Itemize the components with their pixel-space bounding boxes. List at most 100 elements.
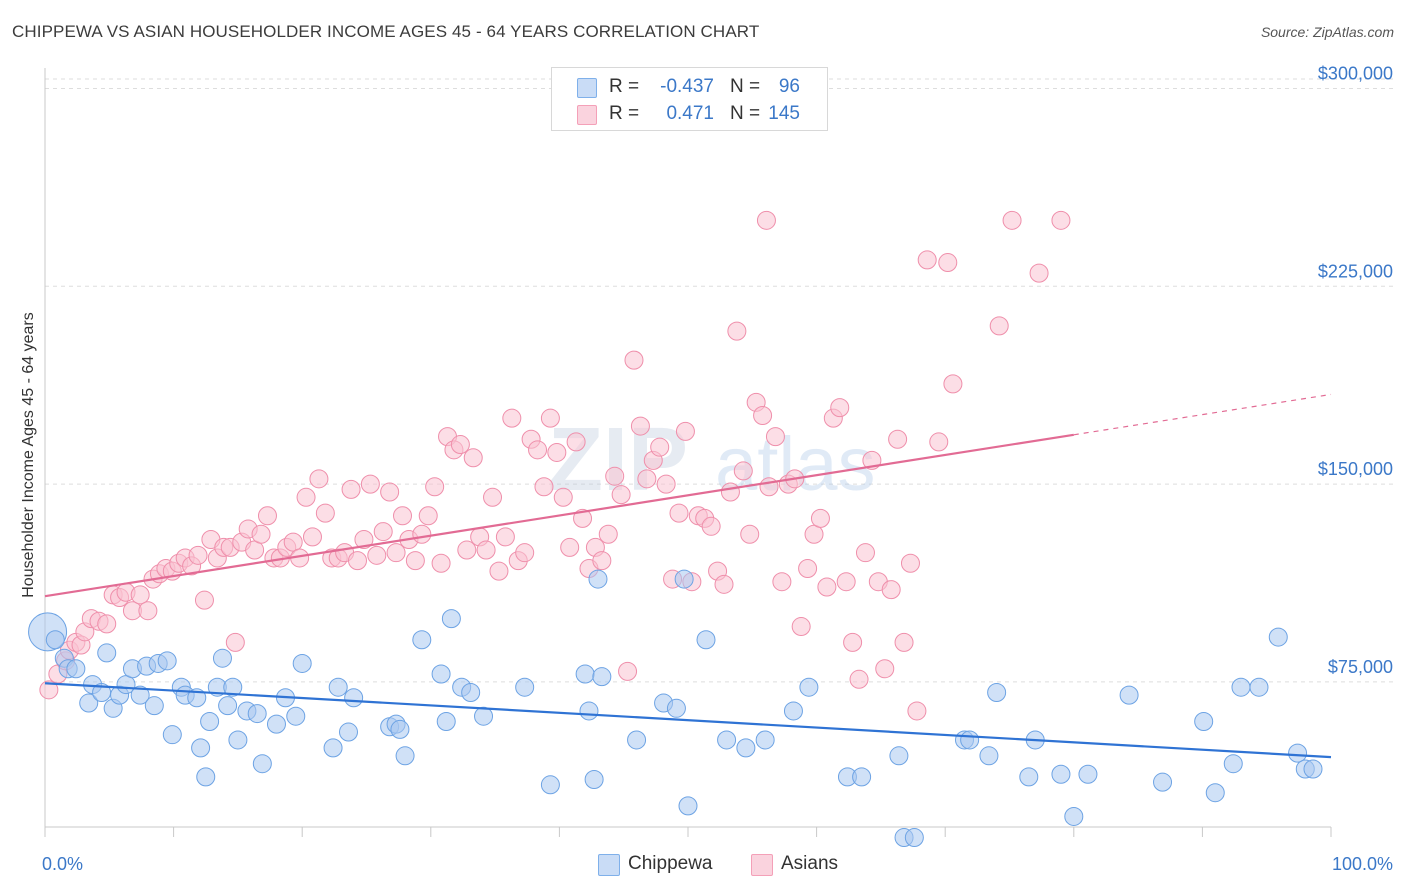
source-label: Source: ZipAtlas.com: [1260, 24, 1394, 40]
axes: [44, 68, 1332, 837]
chippewa-point: [1288, 743, 1308, 763]
chippewa-point: [286, 706, 306, 726]
asians-point: [810, 508, 830, 528]
chippewa-point: [328, 677, 348, 697]
chippewa-point: [191, 738, 211, 758]
asians-point: [592, 551, 612, 571]
asians-point: [989, 316, 1009, 336]
chippewa-point: [474, 706, 494, 726]
chippewa-point: [579, 701, 599, 721]
asians-trend-extension: [1073, 393, 1332, 436]
chippewa-point: [200, 711, 220, 731]
chippewa-point: [66, 659, 86, 679]
asians-point: [547, 442, 567, 462]
asians-point: [245, 540, 265, 560]
y-tick-label: $300,000: [1318, 63, 1393, 83]
asians-point: [650, 437, 670, 457]
asians-point: [772, 572, 792, 592]
asians-point: [611, 485, 631, 505]
chippewa-point: [674, 569, 694, 589]
chippewa-point: [783, 701, 803, 721]
chippewa-point: [431, 664, 451, 684]
chippewa-point: [627, 730, 647, 750]
asians-point: [573, 508, 593, 528]
y-tick-label: $75,000: [1328, 657, 1393, 677]
chippewa-point: [584, 770, 604, 790]
asians-point: [540, 408, 560, 428]
asians-point: [917, 250, 937, 270]
asians-point: [386, 543, 406, 563]
chippewa-point: [1078, 764, 1098, 784]
legend-label: Chippewa: [628, 853, 713, 874]
chippewa-trend-line: [44, 682, 1332, 759]
watermark: ZIP atlas: [548, 410, 876, 510]
asians-point: [656, 474, 676, 494]
asians-point: [1051, 210, 1071, 230]
asians-point: [405, 551, 425, 571]
chart-title: CHIPPEWA VS ASIAN HOUSEHOLDER INCOME AGE…: [12, 22, 760, 41]
asians-point: [637, 469, 657, 489]
chippewa-point: [338, 722, 358, 742]
asians-point: [188, 545, 208, 565]
chippewa-point: [678, 796, 698, 816]
asians-point: [528, 440, 548, 460]
chippewa-point: [1051, 764, 1071, 784]
chippewa-point: [130, 685, 150, 705]
chippewa-point: [904, 828, 924, 848]
asians-points: [39, 210, 1071, 721]
chippewa-point: [889, 746, 909, 766]
y-axis-label: Householder Income Ages 45 - 64 years: [20, 312, 37, 598]
chippewa-point: [436, 711, 456, 731]
asians-point: [888, 429, 908, 449]
chippewa-point: [1119, 685, 1139, 705]
asians-point: [39, 680, 59, 700]
chippewa-swatch: [577, 78, 597, 98]
asians-point: [1002, 210, 1022, 230]
chippewa-point: [395, 746, 415, 766]
r-label: R =: [609, 103, 640, 124]
asians-point: [393, 506, 413, 526]
chippewa-point: [45, 630, 65, 650]
asians-point: [836, 572, 856, 592]
chippewa-point: [461, 682, 481, 702]
asians-point: [341, 479, 361, 499]
chippewa-point: [157, 651, 177, 671]
stats-box: R = -0.437 N = 96 R = 0.471 N = 145: [551, 67, 828, 131]
asians-point: [765, 427, 785, 447]
asians-point: [412, 524, 432, 544]
asians-point: [907, 701, 927, 721]
asians-point: [425, 477, 445, 497]
chippewa-point: [852, 767, 872, 787]
stats-row-asians: R = 0.471 N = 145: [552, 101, 827, 127]
asians-point: [727, 321, 747, 341]
chippewa-point: [575, 664, 595, 684]
asians-point: [309, 469, 329, 489]
asians-point: [894, 632, 914, 652]
chippewa-point: [344, 688, 364, 708]
chippewa-point: [717, 730, 737, 750]
chippewa-points: [28, 569, 1323, 848]
chippewa-point: [247, 704, 267, 724]
chippewa-point: [755, 730, 775, 750]
asians-point: [257, 506, 277, 526]
chippewa-point: [252, 754, 272, 774]
asians-point: [225, 632, 245, 652]
chippewa-point: [79, 693, 99, 713]
asians-point: [720, 482, 740, 502]
asians-point: [843, 632, 863, 652]
asians-point: [618, 661, 638, 681]
chippewa-point: [515, 677, 535, 697]
n-label: N =: [730, 103, 761, 124]
chippewa-point: [223, 677, 243, 697]
chippewa-point: [292, 653, 312, 673]
asians-point: [929, 432, 949, 452]
asians-point: [283, 532, 303, 552]
chippewa-point: [1194, 711, 1214, 731]
asians-point: [753, 406, 773, 426]
chippewa-point: [390, 719, 410, 739]
chippewa-point: [979, 746, 999, 766]
asians-point: [714, 574, 734, 594]
asians-point: [347, 551, 367, 571]
chippewa-point: [196, 767, 216, 787]
asians-point: [817, 577, 837, 597]
